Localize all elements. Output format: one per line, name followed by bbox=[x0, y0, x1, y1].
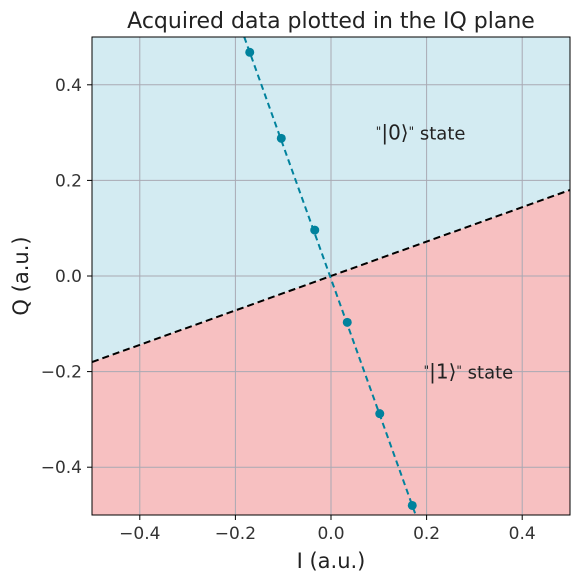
annotation-state-0-quote-open: " bbox=[376, 125, 382, 139]
x-tick-label: −0.4 bbox=[119, 524, 160, 544]
x-tick-label: 0.0 bbox=[317, 524, 344, 544]
y-axis-label: Q (a.u.) bbox=[9, 236, 33, 315]
series-layer bbox=[243, 36, 417, 516]
data-point bbox=[310, 225, 320, 235]
x-tick-label: 0.2 bbox=[413, 524, 440, 544]
chart-title: Acquired data plotted in the IQ plane bbox=[127, 9, 535, 34]
series-line bbox=[243, 36, 417, 516]
plot-area bbox=[91, 36, 571, 516]
data-point bbox=[407, 500, 417, 510]
data-point bbox=[375, 409, 385, 419]
y-axis-ticks: −0.4 −0.2 0.0 0.2 0.4 bbox=[41, 76, 92, 478]
annotation-state-0: "|0⟩" state bbox=[376, 121, 466, 145]
annotation-state-0-ket: |0⟩ bbox=[381, 121, 408, 145]
x-tick-label: 0.4 bbox=[509, 524, 536, 544]
annotation-state-1: "|1⟩" state bbox=[424, 360, 514, 384]
x-axis-ticks: −0.4 −0.2 0.0 0.2 0.4 bbox=[119, 515, 536, 544]
annotation-state-0-quote-close: " bbox=[409, 125, 415, 139]
annotation-state-1-ket: |1⟩ bbox=[429, 360, 456, 384]
data-point bbox=[342, 317, 352, 327]
y-tick-label: 0.2 bbox=[55, 171, 82, 191]
annotation-state-1-quote-close: " bbox=[456, 364, 462, 378]
data-point bbox=[276, 133, 286, 143]
data-point bbox=[245, 47, 255, 57]
annotation-state-1-quote-open: " bbox=[424, 364, 430, 378]
x-axis-label: I (a.u.) bbox=[297, 549, 366, 573]
y-tick-label: −0.2 bbox=[41, 363, 82, 383]
y-tick-label: 0.4 bbox=[55, 76, 82, 96]
annotation-state-1-word: state bbox=[462, 363, 513, 384]
annotation-state-0-word: state bbox=[414, 124, 465, 145]
y-tick-label: 0.0 bbox=[55, 267, 82, 287]
y-tick-label: −0.4 bbox=[41, 458, 82, 478]
x-tick-label: −0.2 bbox=[215, 524, 256, 544]
